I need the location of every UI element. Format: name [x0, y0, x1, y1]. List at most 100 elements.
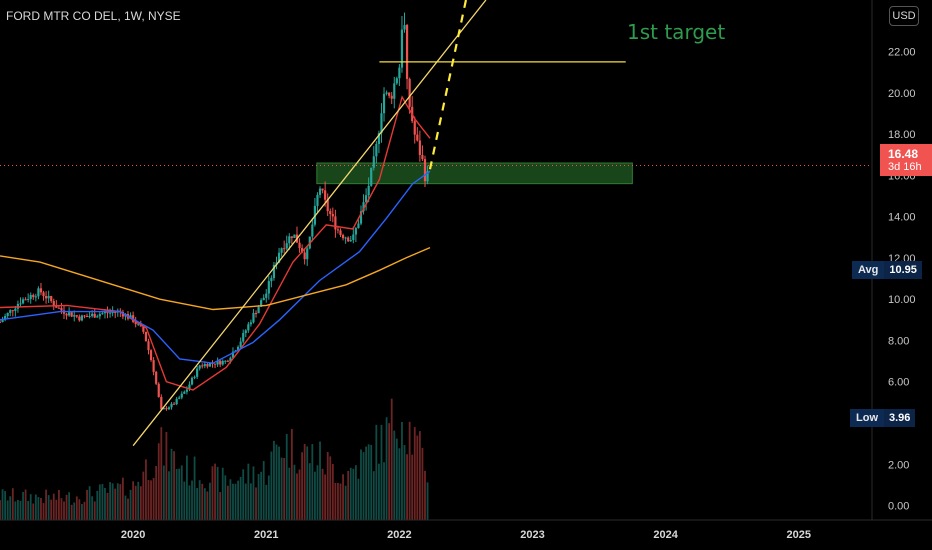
currency-button[interactable]: USD — [889, 6, 919, 26]
candle-body — [349, 240, 352, 242]
volume-bar — [173, 451, 175, 520]
support-zone-layer — [0, 162, 872, 185]
volume-bar — [413, 427, 416, 520]
volume-bar — [0, 500, 1, 520]
volume-bar — [106, 492, 109, 520]
volume-bar — [78, 499, 81, 520]
volume-bar — [68, 492, 71, 520]
moving-average-ema-slow — [0, 246, 431, 311]
volume-bar — [17, 499, 19, 520]
volume-bar — [37, 497, 40, 520]
candle-body — [213, 363, 217, 365]
volume-bar — [34, 494, 37, 520]
volume-bar — [372, 471, 375, 520]
candle-body — [147, 341, 150, 351]
volume-bar — [147, 480, 150, 520]
volume-bar — [60, 498, 63, 520]
volume-bar — [73, 502, 76, 520]
candle-body — [272, 264, 276, 278]
candle-body — [329, 211, 332, 214]
candle-body — [142, 326, 145, 332]
volume-bar — [331, 463, 334, 520]
volume-bar — [344, 485, 347, 520]
volume-bar — [124, 495, 127, 520]
volume-bar — [86, 489, 88, 520]
candle-body — [418, 140, 421, 155]
volume-bar — [290, 428, 293, 520]
volume-bar — [319, 441, 321, 520]
candle-body — [50, 295, 53, 302]
last-price-tag: 16.48 3d 16h — [880, 144, 932, 176]
volume-bar — [206, 491, 209, 520]
volume-bar — [55, 499, 58, 520]
volume-bar — [196, 488, 199, 520]
volume-bar — [426, 482, 429, 520]
candle-body — [229, 357, 232, 362]
volume-bar — [45, 489, 47, 520]
last-price-value: 16.48 — [888, 147, 919, 161]
candle-body — [208, 363, 212, 367]
volume-bar — [211, 466, 214, 520]
volume-bar — [273, 440, 275, 520]
volume-bar — [137, 481, 140, 520]
volume-bar — [354, 465, 357, 520]
volume-bar — [14, 501, 17, 520]
drawings — [132, 0, 626, 447]
volume-bar — [175, 468, 178, 520]
volume-bar — [160, 427, 163, 520]
candle-body — [285, 243, 288, 249]
volume-bar — [403, 445, 406, 520]
candle-body — [385, 92, 388, 94]
candle-body — [357, 223, 360, 229]
y-tick-label: 2.00 — [888, 459, 909, 471]
y-tick-label: 0.00 — [888, 501, 909, 513]
candle-body — [236, 346, 240, 351]
candle-body — [88, 316, 91, 318]
volume-bar — [63, 501, 65, 520]
volume-bar — [275, 444, 278, 520]
candle-body — [265, 293, 268, 298]
time-axis: 2020 2021 2022 2023 2024 2025 — [0, 519, 932, 541]
candle-body — [221, 361, 224, 365]
volume-bar — [221, 467, 224, 520]
candle-body — [344, 237, 347, 239]
candle-body — [160, 396, 163, 410]
candle-body — [4, 316, 7, 320]
candle-body — [44, 296, 48, 299]
candle-body — [178, 397, 181, 399]
candle-body — [106, 312, 109, 314]
volume-bar — [193, 456, 196, 520]
volume-bar — [270, 451, 273, 520]
candle-body — [382, 93, 386, 114]
volume-bar — [398, 448, 401, 520]
volume-bar — [198, 480, 201, 520]
volume-bar — [357, 478, 360, 520]
candle-body — [137, 323, 140, 325]
candle-body — [260, 300, 263, 307]
volume-bar — [288, 467, 291, 520]
candle-body — [405, 25, 409, 79]
volume-bar — [65, 494, 68, 520]
candle-body — [216, 360, 219, 365]
candle-body — [42, 292, 45, 297]
volume-bar — [395, 438, 398, 520]
candle-body — [27, 298, 30, 300]
volume-bar — [170, 448, 173, 520]
candle-body — [196, 368, 199, 377]
candle-body — [11, 310, 14, 312]
volume-bar — [224, 475, 227, 520]
candle-body — [198, 365, 201, 369]
y-tick-label: 20.00 — [888, 88, 916, 100]
candle-body — [190, 377, 194, 385]
volume-bar — [109, 482, 111, 520]
candle-body — [359, 211, 363, 224]
y-tick-label: 14.00 — [888, 212, 916, 224]
volume-bar — [342, 474, 344, 520]
candle-body — [34, 296, 37, 298]
volume-bar — [239, 476, 242, 520]
volume-bar — [42, 503, 45, 520]
volume-bar — [47, 495, 50, 520]
candle-body — [65, 313, 68, 316]
candle-body — [103, 312, 107, 314]
